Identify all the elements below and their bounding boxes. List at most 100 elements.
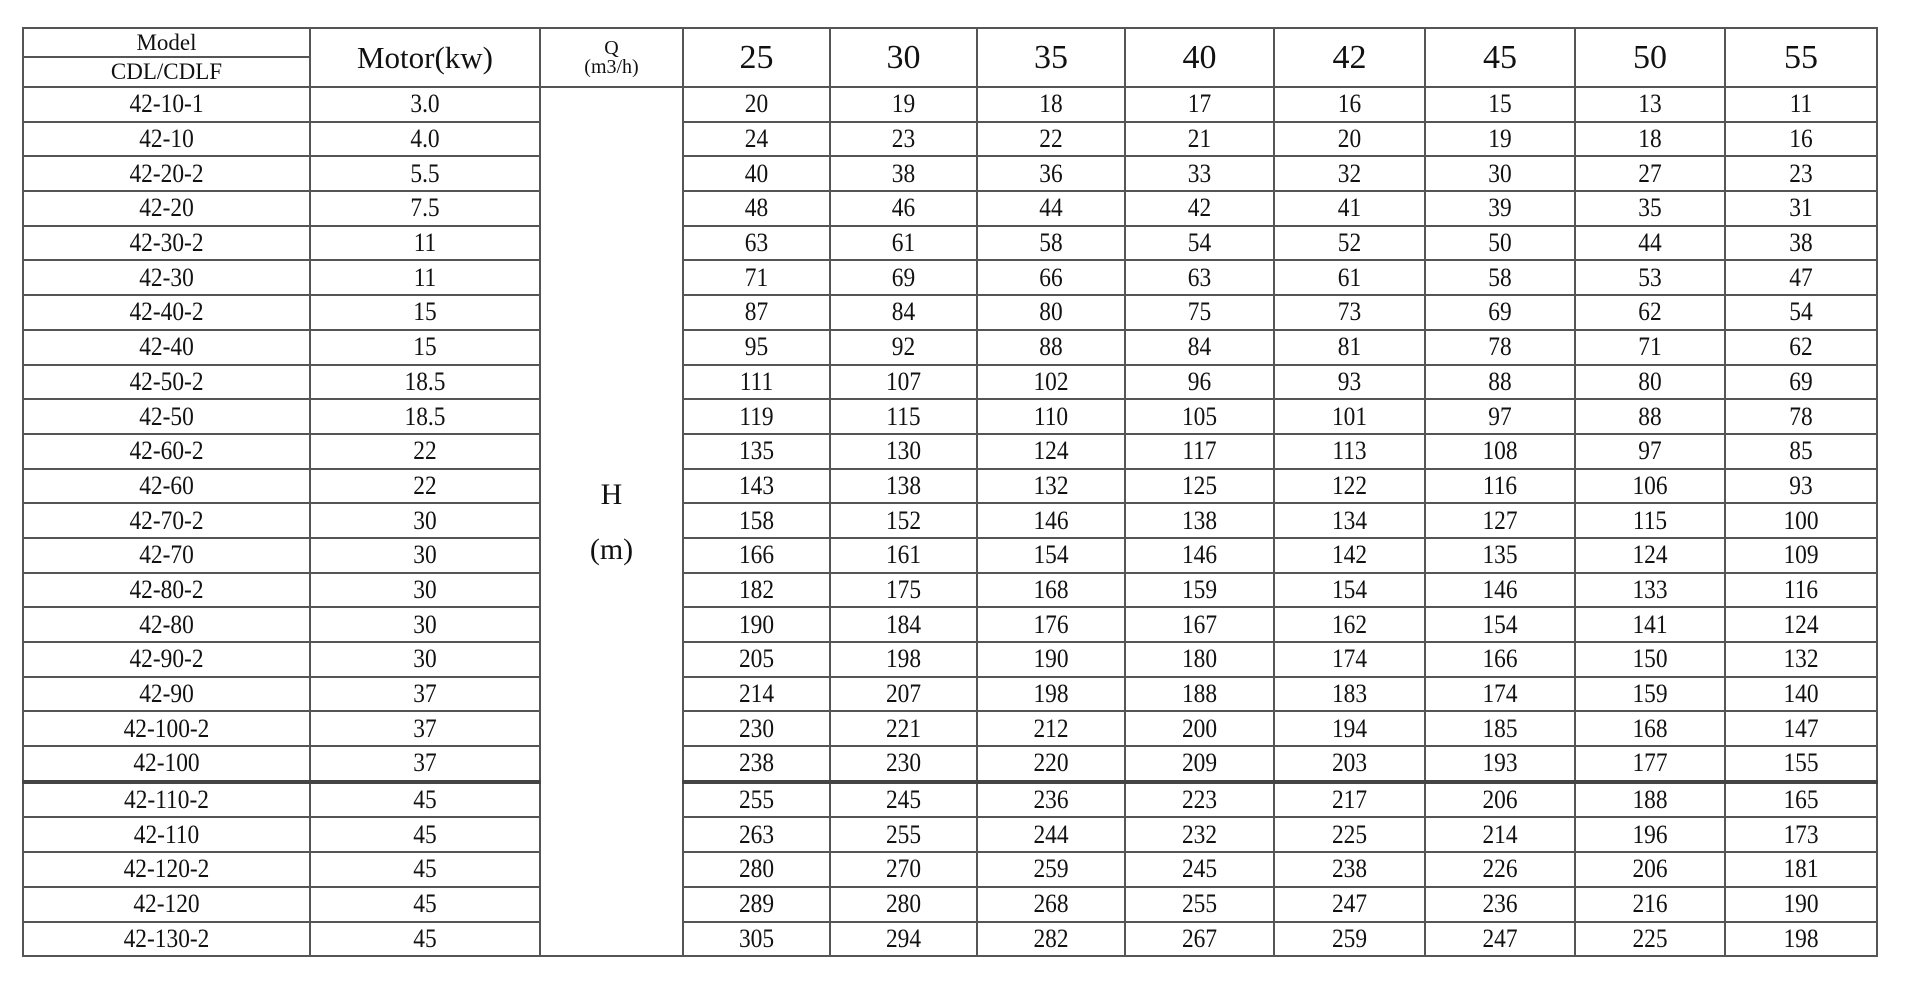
head-value-cell: 108 [1431,432,1569,470]
motor-cell: 15 [320,328,530,366]
head-value-cell: 220 [983,745,1119,784]
head-value-cell: 40 [689,155,824,193]
head-value-cell: 23 [836,120,971,158]
head-value-cell: 19 [836,86,971,123]
table-row: 42-110 45 263 255 244 232 225 214 196 173 [23,816,1877,854]
table-row: 42-100 37 238 230 220 209 203 193 177 155 [23,745,1877,784]
head-value-cell: 75 [1131,294,1268,331]
head-value-cell: 46 [836,190,971,227]
model-cell: 42-30 [36,259,297,297]
table-row: 42-120 45 289 280 268 255 247 236 216 190 [23,885,1877,923]
head-value-cell: 188 [1581,780,1719,819]
head-value-cell: 146 [983,502,1119,539]
head-value-cell: 85 [1731,432,1871,470]
head-value-cell: 238 [1280,851,1419,888]
table-row: 42-50 18.5 119 115 110 105 101 97 88 78 [23,398,1877,435]
model-cell: 42-90 [36,675,297,713]
flow-header-value: 30 [829,27,978,88]
table-row: 42-10-1 3.0 H (m) 20 19 18 17 16 15 13 11 [23,85,1877,958]
head-value-cell: 117 [1131,432,1268,470]
head-value-cell: 245 [1131,851,1268,888]
head-value-cell: 125 [1131,467,1268,505]
head-value-cell: 190 [1731,885,1871,923]
head-value-cell: 92 [836,328,971,366]
motor-cell: 15 [320,294,530,331]
head-value-cell: 168 [1581,710,1719,748]
head-value-cell: 294 [836,920,971,958]
table-row: 42-30-2 11 63 61 58 54 52 50 44 38 [23,224,1877,262]
flow-header-value: 55 [1724,27,1878,88]
head-value-cell: 119 [689,398,824,435]
head-value-cell: 107 [836,363,971,401]
motor-cell: 18.5 [320,363,530,401]
table-row: 42-20 7.5 48 46 44 42 41 39 35 31 [23,190,1877,227]
head-value-cell: 150 [1581,641,1719,678]
head-value-cell: 124 [983,432,1119,470]
head-value-cell: 36 [983,155,1119,193]
head-value-cell: 255 [1131,885,1268,923]
head-value-cell: 110 [983,398,1119,435]
head-value-cell: 159 [1131,571,1268,609]
motor-cell: 37 [320,675,530,713]
flow-header: Q (m3/h) [539,27,684,88]
head-value-cell: 190 [689,606,824,643]
head-value-cell: 101 [1280,398,1419,435]
model-header-label: Model [24,29,309,58]
head-value-cell: 80 [1581,363,1719,401]
head-value-cell: 16 [1731,120,1871,158]
head-value-cell: 221 [836,710,971,748]
flow-header-value: 45 [1424,27,1576,88]
model-cell: 42-120-2 [36,851,297,888]
head-value-cell: 147 [1731,710,1871,748]
head-value-cell: 44 [1581,224,1719,262]
motor-cell: 7.5 [320,190,530,227]
head-value-cell: 116 [1731,571,1871,609]
head-value-cell: 33 [1131,155,1268,193]
head-value-cell: 175 [836,571,971,609]
table-row: 42-30 11 71 69 66 63 61 58 53 47 [23,259,1877,297]
head-value-cell: 17 [1131,86,1268,123]
motor-cell: 45 [320,920,530,958]
table-row: 42-80-2 30 182 175 168 159 154 146 133 116 [23,571,1877,609]
head-value-cell: 142 [1280,536,1419,574]
head-value-cell: 166 [689,536,824,574]
motor-cell: 37 [320,710,530,748]
head-value-cell: 209 [1131,745,1268,784]
model-cell: 42-120 [36,885,297,923]
head-value-cell: 259 [1280,920,1419,958]
head-value-cell: 232 [1131,816,1268,854]
head-value-cell: 280 [836,885,971,923]
motor-cell: 45 [320,780,530,819]
head-value-cell: 132 [1731,641,1871,678]
head-value-cell: 132 [983,467,1119,505]
head-value-cell: 245 [836,780,971,819]
head-value-cell: 214 [1431,816,1569,854]
head-value-cell: 115 [836,398,971,435]
head-value-cell: 11 [1731,86,1871,123]
table-row: 42-80 30 190 184 176 167 162 154 141 124 [23,606,1877,643]
head-value-cell: 236 [1431,885,1569,923]
table-row: 42-90-2 30 205 198 190 180 174 166 150 132 [23,641,1877,678]
head-value-cell: 19 [1431,120,1569,158]
model-cell: 42-60-2 [36,432,297,470]
flow-label: Q [604,36,619,59]
head-value-cell: 58 [1431,259,1569,297]
motor-header: Motor(kw) [309,27,541,88]
motor-cell: 11 [320,224,530,262]
flow-header-value: 35 [976,27,1126,88]
model-cell: 42-10 [36,120,297,158]
head-value-cell: 69 [1431,294,1569,331]
flow-header-value: 42 [1273,27,1426,88]
head-value-cell: 73 [1280,294,1419,331]
head-value-cell: 198 [983,675,1119,713]
head-value-cell: 180 [1131,641,1268,678]
head-value-cell: 63 [689,224,824,262]
motor-cell: 22 [320,467,530,505]
head-value-cell: 259 [983,851,1119,888]
model-cell: 42-70 [36,536,297,574]
head-value-cell: 63 [1131,259,1268,297]
table-row: 42-110-2 45 255 245 236 223 217 206 188 165 [23,780,1877,819]
head-unit: (m) [589,532,634,566]
head-value-cell: 168 [983,571,1119,609]
head-value-cell: 88 [983,328,1119,366]
